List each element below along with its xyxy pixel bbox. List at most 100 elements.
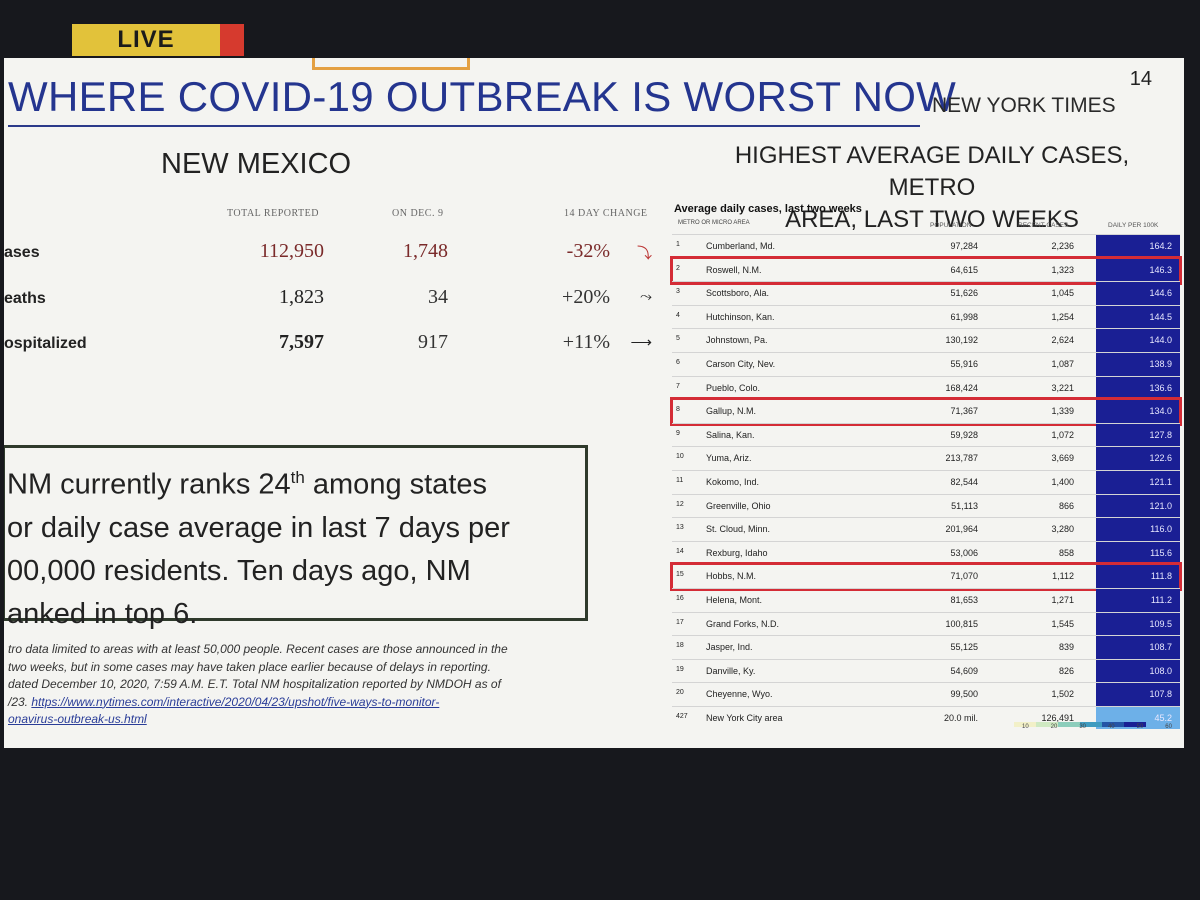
table-cell-rank: 6 (676, 358, 680, 366)
table-cell-recent-cases: 3,280 (1051, 524, 1074, 535)
legend-swatch (1036, 722, 1058, 727)
ranking-line-1: NM currently ranks 24th among states (7, 456, 585, 507)
legend-label: 20 (1050, 724, 1058, 730)
table-row: 19 Danville, Ky. 54,609 826 108.0 (672, 658, 1180, 683)
table-cell-recent-cases: 1,323 (1051, 264, 1074, 275)
live-label: LIVE (72, 24, 220, 56)
table-cell-population: 61,998 (950, 311, 978, 322)
table-cell-rank: 20 (676, 689, 684, 697)
table-cell-name: Roswell, N.M. (706, 264, 762, 275)
table-cell-daily-per-100k: 108.7 (1149, 642, 1172, 653)
table-cell-name: Pueblo, Colo. (706, 382, 761, 393)
table-cell-population: 71,367 (950, 406, 978, 417)
table-cell-rank: 17 (676, 618, 684, 626)
table-cell-name: New York City area (706, 712, 783, 723)
stat-row-hospitalized: ospitalized 7,597 917 +11% ⟶ (4, 329, 664, 359)
table-cell-daily-per-100k: 146.3 (1149, 264, 1172, 275)
table-row: 18 Jasper, Ind. 55,125 839 108.7 (672, 635, 1180, 659)
stat-label: eaths (4, 290, 46, 307)
table-row: 5 Johnstown, Pa. 130,192 2,624 144.0 (672, 328, 1180, 352)
table-sub-header: METRO OR MICRO AREA (678, 220, 750, 226)
ranking-line-4: anked in top 6. (7, 597, 198, 630)
table-cell-daily-per-100k: 164.2 (1149, 241, 1172, 251)
table-cell-population: 64,615 (950, 264, 978, 275)
col-total-reported: TOTAL REPORTED (227, 208, 319, 219)
table-cell-recent-cases: 839 (1058, 642, 1074, 653)
table-cell-rank: 10 (676, 453, 684, 461)
table-cell-population: 82,544 (950, 476, 978, 487)
table-cell-rank: 16 (676, 594, 684, 602)
table-cell-recent-cases: 1,112 (1052, 571, 1074, 582)
daily-rate-cell: 116.0 (1096, 518, 1180, 541)
table-cell-population: 213,787 (945, 453, 978, 464)
table-cell-daily-per-100k: 136.6 (1149, 382, 1172, 393)
table-row: 6 Carson City, Nev. 55,916 1,087 138.9 (672, 351, 1180, 376)
table-cell-daily-per-100k: 144.5 (1149, 311, 1172, 322)
table-cell-rank: 11 (676, 476, 684, 484)
table-cell-rank: 12 (676, 500, 684, 508)
ranking-callout-box: NM currently ranks 24th among states or … (4, 445, 588, 630)
table-cell-recent-cases: 2,236 (1051, 241, 1074, 251)
footnote-line: tro data limited to areas with at least … (8, 642, 508, 656)
footnote-text: /23. (8, 694, 29, 709)
table-cell-rank: 8 (676, 406, 680, 414)
footnote-line: two weeks, but in some cases may have ta… (8, 659, 491, 674)
daily-rate-cell: 144.6 (1096, 282, 1180, 305)
stat-change: -32% (566, 240, 610, 262)
title-underline (8, 125, 920, 127)
table-cell-rank: 19 (676, 665, 684, 673)
table-cell-recent-cases: 1,545 (1051, 618, 1074, 629)
stat-total: 7,597 (279, 331, 324, 353)
live-red-marker (220, 24, 244, 56)
daily-rate-cell: 144.0 (1096, 329, 1180, 352)
daily-rate-cell: 121.1 (1096, 470, 1180, 494)
stat-total: 112,950 (259, 240, 324, 262)
new-mexico-heading: NEW MEXICO (161, 148, 352, 180)
table-cell-daily-per-100k: 108.0 (1149, 665, 1172, 676)
table-cell-recent-cases: 3,669 (1051, 453, 1074, 464)
legend-swatch (1102, 722, 1124, 727)
table-cell-recent-cases: 126,491 (1041, 712, 1074, 723)
daily-rate-cell: 121.0 (1096, 494, 1180, 518)
ranking-text: among states (304, 468, 487, 501)
table-cell-name: Hutchinson, Kan. (706, 311, 775, 322)
table-cell-daily-per-100k: 144.0 (1149, 335, 1172, 346)
table-cell-name: Danville, Ky. (706, 665, 756, 676)
trend-arrow-icon: ⟶ (630, 334, 652, 351)
table-cell-name: Cumberland, Md. (706, 241, 776, 251)
stat-row-cases: ases 112,950 1,748 -32% ⤵ (4, 238, 664, 268)
table-cell-recent-cases: 1,254 (1051, 311, 1074, 322)
table-cell-population: 55,125 (950, 642, 978, 653)
daily-rate-cell: 107.8 (1096, 683, 1180, 706)
table-cell-rank: 4 (676, 311, 680, 319)
stat-dec9: 34 (428, 286, 448, 308)
source-link[interactable]: onavirus-outbreak-us.html (8, 712, 147, 726)
table-cell-daily-per-100k: 111.2 (1150, 594, 1172, 605)
table-cell-name: Cheyenne, Wyo. (706, 689, 773, 700)
footnote-line: /23. https://www.nytimes.com/interactive… (8, 694, 608, 712)
col-recent-cases: RECENT CASES (1018, 222, 1069, 229)
daily-rate-cell: 122.6 (1096, 447, 1180, 470)
footnote: tro data limited to areas with at least … (8, 641, 608, 729)
table-cell-name: Rexburg, Idaho (706, 547, 768, 558)
daily-rate-cell: 134.0 (1096, 400, 1180, 423)
daily-rate-cell: 146.3 (1096, 258, 1180, 282)
table-cell-population: 99,500 (950, 689, 978, 700)
table-caption: Average daily cases, last two weeks (674, 203, 862, 215)
ranking-sup: th (290, 468, 305, 487)
source-link[interactable]: https://www.nytimes.com/interactive/2020… (31, 694, 440, 709)
table-cell-population: 168,424 (945, 382, 978, 393)
table-row: 2 Roswell, N.M. 64,615 1,323 146.3 (670, 255, 1182, 285)
metro-table-title: HIGHEST AVERAGE DAILY CASES, METRO AREA,… (694, 140, 1170, 236)
table-cell-daily-per-100k: 107.8 (1149, 689, 1172, 700)
table-cell-daily-per-100k: 121.0 (1149, 500, 1172, 511)
stat-label: ases (4, 244, 40, 261)
highlight-box (670, 562, 1182, 592)
presentation-slide: 14 WHERE COVID-19 OUTBREAK IS WORST NOW … (4, 58, 1184, 748)
legend-swatch (1058, 722, 1080, 727)
table-cell-name: Hobbs, N.M. (706, 571, 757, 582)
color-scale-legend (1014, 714, 1164, 732)
trend-arrow-icon: ⤳ (639, 288, 652, 305)
table-row: 14 Rexburg, Idaho 53,006 858 115.6 (672, 540, 1180, 565)
table-row: 13 St. Cloud, Minn. 201,964 3,280 116.0 (672, 517, 1180, 541)
